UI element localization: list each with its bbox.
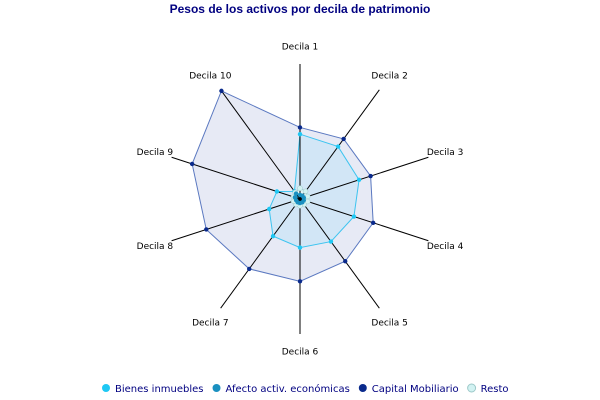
data-point xyxy=(297,279,303,284)
data-point xyxy=(343,259,348,264)
data-point xyxy=(335,144,341,149)
axis-line xyxy=(299,198,380,309)
data-point xyxy=(302,188,309,195)
legend-label: Bienes inmuebles xyxy=(115,384,204,395)
legend-label: Afecto activ. económicas xyxy=(226,383,350,395)
data-point xyxy=(266,206,272,212)
data-point xyxy=(297,125,303,130)
legend-label: Resto xyxy=(481,384,509,395)
data-point xyxy=(370,220,376,225)
data-point xyxy=(297,185,303,191)
axis-line xyxy=(171,198,301,242)
data-point xyxy=(292,195,298,200)
legend-marker xyxy=(467,383,477,393)
axis-line xyxy=(299,89,380,200)
axis-label: Decila 3 xyxy=(427,148,464,158)
axis-line xyxy=(299,198,429,242)
data-point xyxy=(328,239,334,244)
data-point xyxy=(351,214,357,219)
axis-line xyxy=(220,89,301,200)
data-point xyxy=(368,173,373,179)
legend-marker xyxy=(212,384,221,392)
data-point xyxy=(270,233,276,239)
legend-label: Capital Mobiliario xyxy=(372,384,459,395)
legend-marker xyxy=(358,384,367,392)
axis-label: Decila 8 xyxy=(137,242,174,252)
axis-label: Decila 2 xyxy=(371,72,408,82)
data-point xyxy=(297,245,303,250)
data-point xyxy=(297,132,303,137)
data-point xyxy=(341,136,346,142)
axis-line xyxy=(220,198,301,309)
axis-label: Decila 5 xyxy=(371,318,408,328)
data-point xyxy=(204,227,209,232)
data-point xyxy=(274,189,280,194)
axis-label: Decila 1 xyxy=(282,42,319,52)
axis-label: Decila 6 xyxy=(282,348,319,358)
data-point xyxy=(189,161,195,167)
axis-label: Decila 7 xyxy=(192,318,229,328)
axis-label: Decila 4 xyxy=(427,242,464,252)
axis-label: Decila 10 xyxy=(189,72,232,82)
data-point xyxy=(293,191,299,196)
legend-marker xyxy=(102,384,110,392)
axis-label: Decila 9 xyxy=(137,148,174,158)
chart-title: Pesos de los activos por decila de patri… xyxy=(170,2,431,16)
data-point xyxy=(247,266,252,272)
data-point xyxy=(219,88,224,94)
axis-line xyxy=(299,156,429,200)
data-point xyxy=(356,177,362,183)
